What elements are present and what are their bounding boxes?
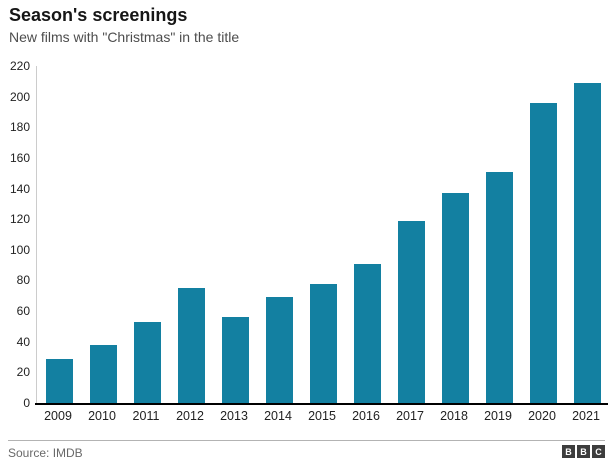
- x-tick-label: 2021: [572, 409, 600, 423]
- y-tick-label: 40: [16, 335, 30, 349]
- x-tick-label: 2013: [220, 409, 248, 423]
- y-tick-label: 20: [16, 365, 30, 379]
- bar-2018: [441, 193, 469, 403]
- bar-2013: [221, 317, 249, 403]
- bar-slot: [345, 264, 389, 403]
- bar-slot: [213, 317, 257, 403]
- x-tick-label: 2018: [440, 409, 468, 423]
- bbc-logo-letter: B: [562, 445, 575, 458]
- bar-2011: [133, 322, 161, 403]
- y-tick-label: 120: [9, 212, 30, 226]
- y-axis: 0 20 40 60 80 100 120 140 160 180 200 220: [0, 59, 30, 410]
- source-label: Source: IMDB: [8, 446, 83, 460]
- y-tick-label: 180: [9, 120, 30, 134]
- bar-slot: [477, 172, 521, 403]
- bar-2009: [45, 359, 73, 403]
- bar-2016: [353, 264, 381, 403]
- bar-2012: [177, 288, 205, 403]
- x-tick-label: 2009: [44, 409, 72, 423]
- bar-slot: [301, 284, 345, 403]
- bbc-logo-letter: B: [577, 445, 590, 458]
- bar-2010: [89, 345, 117, 403]
- bar-2014: [265, 297, 293, 403]
- bar-slot: [81, 345, 125, 403]
- y-tick-label: 160: [9, 151, 30, 165]
- bar-2015: [309, 284, 337, 403]
- x-tick-label: 2017: [396, 409, 424, 423]
- bar-slot: [389, 221, 433, 403]
- footer-divider: [8, 440, 605, 441]
- chart-title: Season's screenings: [9, 5, 188, 25]
- x-tick-label: 2016: [352, 409, 380, 423]
- y-tick-label: 140: [9, 182, 30, 196]
- bar-slot: [433, 193, 477, 403]
- y-tick-label: 200: [9, 90, 30, 104]
- bar-slot: [521, 103, 565, 403]
- x-axis: 2009 2010 2011 2012 2013 2014 2015 2016 2017 2018…: [36, 409, 608, 423]
- bbc-logo: B B C: [562, 445, 605, 458]
- y-tick-label: 60: [16, 304, 30, 318]
- x-tick-label: 2019: [484, 409, 512, 423]
- chart-subtitle: New films with "Christmas" in the title: [9, 29, 240, 45]
- x-tick-label: 2012: [176, 409, 204, 423]
- x-tick-label: 2010: [88, 409, 116, 423]
- bar-2020: [529, 103, 557, 403]
- bar-slot: [169, 288, 213, 403]
- plot-area: [36, 66, 609, 403]
- x-tick-label: 2011: [132, 409, 160, 423]
- bar-slot: [257, 297, 301, 403]
- y-tick-label: 0: [23, 396, 30, 410]
- y-tick-label: 100: [9, 243, 30, 257]
- bar-slot: [565, 83, 609, 403]
- x-tick-label: 2014: [264, 409, 292, 423]
- bar-2021: [573, 83, 601, 403]
- bar-slot: [125, 322, 169, 403]
- y-tick-label: 80: [16, 273, 30, 287]
- x-axis-baseline: [35, 403, 608, 405]
- bbc-logo-letter: C: [592, 445, 605, 458]
- bar-2017: [397, 221, 425, 403]
- bar-2019: [485, 172, 513, 403]
- x-tick-label: 2015: [308, 409, 336, 423]
- y-tick-label: 220: [9, 59, 30, 73]
- x-tick-label: 2020: [528, 409, 556, 423]
- bar-slot: [37, 359, 81, 403]
